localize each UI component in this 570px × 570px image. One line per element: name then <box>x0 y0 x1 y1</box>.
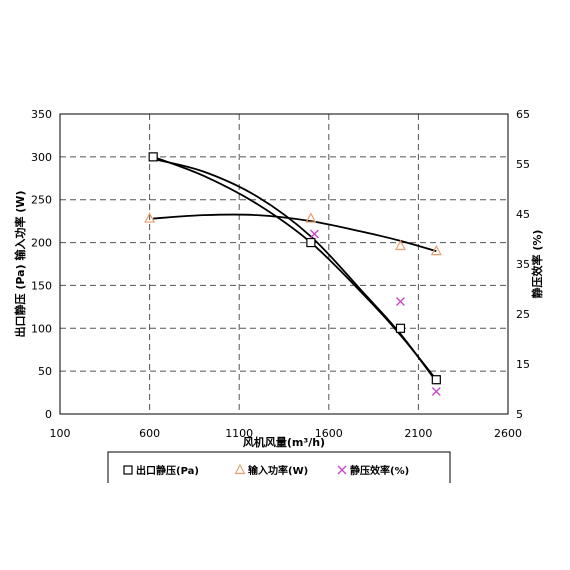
y-left-axis-title: 出口静压 (Pa) 输入功率 (W) <box>13 191 27 338</box>
fit-curve-static-efficiency <box>152 158 438 383</box>
x-marker-stroke <box>337 465 347 475</box>
y-left-tick-label: 150 <box>31 279 52 292</box>
x-tick-label: 2600 <box>494 427 522 440</box>
y-left-tick-label: 250 <box>31 194 52 207</box>
legend-marker-input-power <box>234 463 246 475</box>
legend-label-input-power: 输入功率(W) <box>248 464 308 477</box>
legend: 出口静压(Pa) 输入功率(W) 静压效率(%) <box>107 451 452 495</box>
x-tick-label: 1600 <box>315 427 343 440</box>
y-right-tick-label: 55 <box>516 158 530 171</box>
data-point-static-efficiency <box>431 387 441 396</box>
grid <box>60 114 508 414</box>
y-left-tick-label: 300 <box>31 151 52 164</box>
fit-curves <box>152 156 438 383</box>
data-point-static-pressure <box>148 152 158 162</box>
x-tick-label: 1100 <box>225 427 253 440</box>
legend-marker-static-efficiency <box>337 465 347 475</box>
y-right-tick-label: 5 <box>516 408 523 421</box>
y-left-tick-label: 200 <box>31 237 52 250</box>
fit-curve-input-power <box>153 213 437 253</box>
legend-marker-static-pressure <box>123 465 133 475</box>
plot-area-frame <box>59 113 509 415</box>
legend-label-static-pressure: 出口静压(Pa) <box>136 464 199 477</box>
y-right-axis-title: 静压效率 (%) <box>530 230 544 299</box>
x-tick-label: 2100 <box>404 427 432 440</box>
x-marker-stroke <box>396 297 405 306</box>
y-left-tick-label: 50 <box>38 365 52 378</box>
data-point-static-efficiency <box>396 297 405 306</box>
x-tick-label: 100 <box>50 427 71 440</box>
y-left-tick-label: 0 <box>45 408 52 421</box>
data-markers <box>144 152 442 396</box>
y-left-tick-label: 100 <box>31 322 52 335</box>
data-point-input-power <box>430 244 442 256</box>
data-point-input-power <box>305 212 317 223</box>
y-right-tick-label: 35 <box>516 258 530 271</box>
data-point-static-pressure <box>395 323 406 333</box>
x-marker-stroke <box>431 387 441 396</box>
fit-curve-static-pressure <box>152 156 438 381</box>
data-point-input-power <box>144 212 156 223</box>
x-tick-label: 600 <box>139 427 160 440</box>
legend-label-static-efficiency: 静压效率(%) <box>350 464 409 477</box>
x-axis-title: 风机风量(m³/h) <box>243 435 325 449</box>
y-right-tick-label: 45 <box>516 208 530 221</box>
data-point-static-efficiency <box>310 229 319 239</box>
data-point-input-power <box>394 239 406 251</box>
data-point-static-pressure <box>431 375 441 385</box>
y-right-tick-label: 15 <box>516 358 530 371</box>
y-right-tick-label: 65 <box>516 108 530 121</box>
legend-crop <box>107 483 452 495</box>
y-left-tick-label: 350 <box>31 108 52 121</box>
data-point-static-pressure <box>306 237 316 248</box>
y-right-tick-label: 25 <box>516 308 530 321</box>
tick-labels: 100 600 1100 1600 2100 2600 0 50 100 150 200 250 300… <box>31 108 530 440</box>
x-marker-stroke <box>310 229 319 239</box>
